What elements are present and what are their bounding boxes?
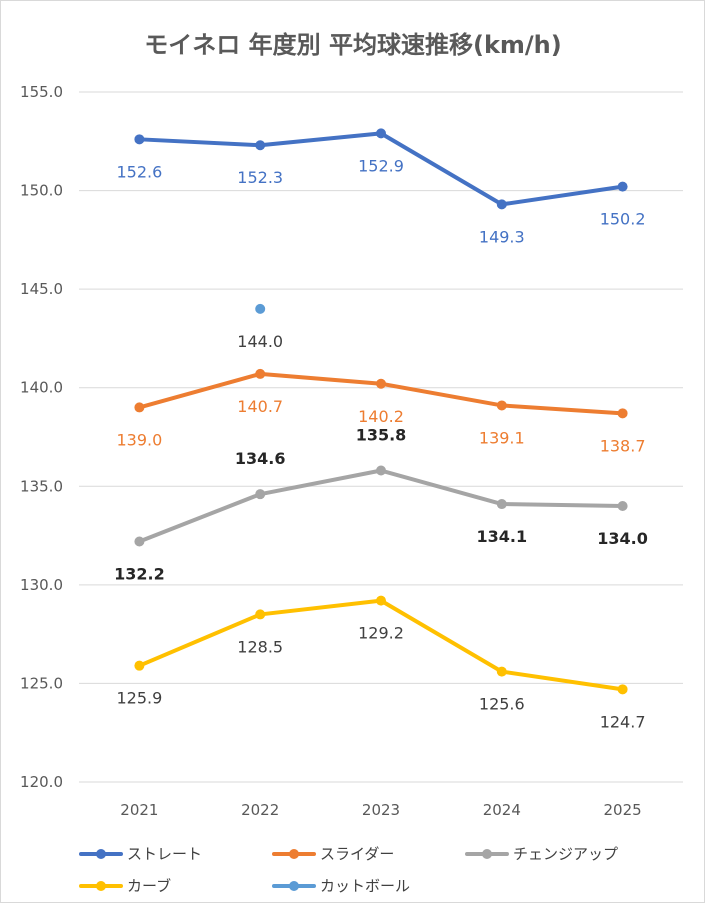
data-point	[376, 128, 386, 139]
y-tick-label: 120.0	[20, 773, 63, 791]
data-point	[255, 303, 266, 314]
legend-label: ストレート	[127, 845, 202, 863]
series-line	[137, 598, 625, 692]
data-point	[134, 402, 145, 413]
data-point	[134, 536, 145, 547]
data-label: 134.0	[597, 529, 648, 548]
data-label: 140.7	[237, 397, 283, 416]
y-tick-label: 140.0	[20, 379, 63, 397]
y-tick-label: 130.0	[20, 576, 63, 594]
data-label: 138.7	[600, 436, 646, 455]
legend-marker	[96, 849, 106, 859]
y-axis: 120.0 125.0 130.0 135.0 140.0 145.0 150.0 155.0	[20, 83, 63, 791]
x-tick-label: 2025	[604, 801, 642, 819]
series-0: 152.6 152.3 152.9 149.3 150.2	[116, 128, 646, 246]
data-point	[255, 609, 266, 620]
series-line	[137, 468, 625, 544]
legend-marker	[96, 881, 106, 891]
y-tick-label: 145.0	[20, 280, 63, 298]
y-tick-label: 135.0	[20, 477, 63, 495]
data-label: 135.8	[356, 426, 407, 445]
legend-label: スライダー	[320, 845, 394, 863]
data-label: 128.5	[237, 637, 283, 656]
legend-label: チェンジアップ	[513, 845, 618, 863]
data-label: 125.9	[116, 689, 162, 708]
data-label: 139.0	[116, 430, 162, 449]
data-label: 129.2	[358, 624, 404, 643]
legend-item: ストレート	[79, 845, 202, 863]
data-label: 149.3	[479, 227, 525, 246]
data-point	[617, 684, 628, 695]
series-4: 144.0	[237, 303, 283, 351]
legend-item: カーブ	[79, 877, 171, 895]
series-3: 125.9 128.5 129.2 125.6 124.7	[116, 595, 646, 731]
legend-item: チェンジアップ	[465, 845, 618, 863]
data-point	[617, 181, 628, 192]
data-point	[134, 134, 145, 145]
y-tick-label: 150.0	[20, 182, 63, 200]
data-point	[496, 400, 507, 411]
data-point	[134, 660, 145, 671]
data-label: 124.7	[600, 712, 646, 731]
data-label: 134.6	[235, 449, 286, 468]
y-tick-label: 155.0	[20, 83, 63, 101]
legend-label: カットボール	[320, 877, 410, 895]
data-label: 139.1	[479, 428, 525, 447]
series-2: 132.2 134.6 135.8 134.1 134.0	[114, 426, 648, 584]
data-label: 152.3	[237, 168, 283, 187]
legend-marker	[289, 881, 299, 891]
data-point	[617, 501, 628, 511]
x-axis: 2021 2022 2023 2024 2025	[120, 801, 641, 819]
data-point	[376, 378, 386, 389]
data-point	[376, 595, 386, 606]
x-tick-label: 2021	[120, 801, 158, 819]
data-point	[496, 499, 507, 510]
data-label: 125.6	[479, 695, 525, 714]
data-point	[496, 199, 507, 210]
data-label: 132.2	[114, 564, 165, 583]
series-group: 152.6 152.3 152.9 149.3 150.2 139.0 140.7 140.2…	[114, 128, 648, 731]
legend-item: スライダー	[272, 845, 394, 863]
data-point	[255, 489, 266, 500]
x-tick-label: 2022	[241, 801, 279, 819]
data-point	[255, 368, 266, 379]
data-label: 134.1	[476, 527, 527, 546]
data-label: 150.2	[600, 210, 646, 229]
data-label: 152.6	[116, 162, 162, 181]
data-point	[376, 465, 386, 476]
legend-item: カットボール	[272, 877, 410, 895]
data-point	[496, 666, 507, 677]
legend-marker	[482, 849, 492, 859]
data-label: 144.0	[237, 332, 283, 351]
data-point	[617, 408, 628, 419]
data-label: 152.9	[358, 156, 404, 175]
chart-title: モイネロ 年度別 平均球速推移(km/h)	[144, 31, 561, 59]
data-point	[255, 140, 266, 151]
legend-label: カーブ	[127, 877, 171, 895]
legend-marker	[289, 849, 299, 859]
x-tick-label: 2023	[362, 801, 400, 819]
data-label: 140.2	[358, 407, 404, 426]
x-tick-label: 2024	[483, 801, 521, 819]
series-1: 139.0 140.7 140.2 139.1 138.7	[116, 368, 646, 455]
y-tick-label: 125.0	[20, 674, 63, 692]
